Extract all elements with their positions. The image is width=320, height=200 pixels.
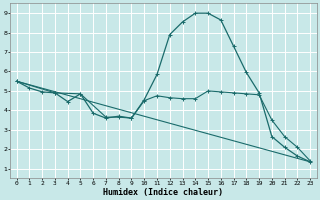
X-axis label: Humidex (Indice chaleur): Humidex (Indice chaleur) — [103, 188, 223, 197]
